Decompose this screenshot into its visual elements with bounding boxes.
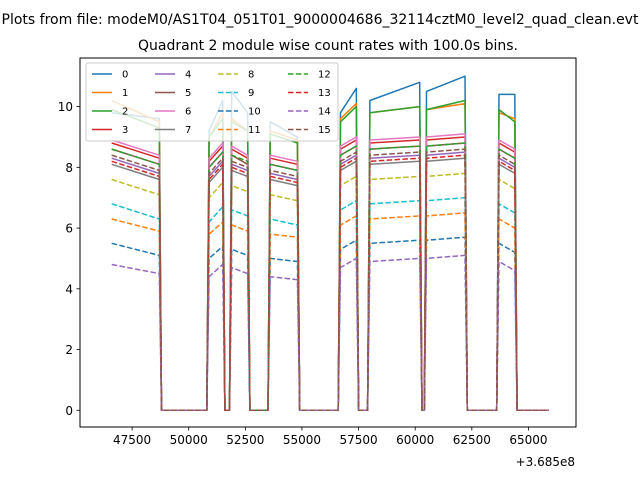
- x-tick-label: 65000: [509, 433, 547, 447]
- x-tick-label: 52500: [226, 433, 264, 447]
- x-tick-label: 47500: [113, 433, 151, 447]
- y-tick-label: 4: [65, 282, 73, 296]
- legend-label-3: 3: [122, 125, 128, 136]
- series-line-2: [111, 99, 549, 412]
- chart-title: Quadrant 2 module wise count rates with …: [138, 38, 518, 54]
- figure-suptitle: Plots from file: modeM0/AS1T04_051T01_90…: [2, 12, 639, 28]
- legend-label-8: 8: [248, 70, 254, 81]
- legend-label-4: 4: [185, 70, 191, 81]
- legend-label-5: 5: [185, 88, 191, 99]
- x-tick-label: 50000: [170, 433, 208, 447]
- series-line-8: [111, 172, 549, 412]
- legend-label-15: 15: [318, 125, 331, 136]
- y-axis-ticks: 0 2 4 6 8 10: [58, 100, 80, 418]
- legend-label-9: 9: [248, 88, 254, 99]
- y-tick-label: 6: [65, 222, 73, 236]
- series-line-11: [111, 212, 549, 412]
- y-tick-label: 8: [65, 161, 73, 175]
- series-line-6: [111, 133, 549, 412]
- x-tick-label: 62500: [453, 433, 491, 447]
- series-line-10: [111, 236, 549, 412]
- y-tick-label: 0: [65, 404, 73, 418]
- series-line-15: [111, 148, 549, 412]
- legend-label-10: 10: [248, 107, 261, 118]
- series-line-12: [111, 142, 549, 412]
- x-tick-label: 60000: [396, 433, 434, 447]
- series-line-3: [111, 136, 549, 412]
- legend-box: [85, 62, 339, 142]
- series-line-5: [111, 142, 549, 412]
- legend-label-0: 0: [122, 70, 128, 81]
- legend-label-7: 7: [185, 125, 191, 136]
- legend-label-14: 14: [318, 107, 331, 118]
- x-axis-offset-label: +3.685e8: [516, 455, 575, 469]
- legend-label-11: 11: [248, 125, 261, 136]
- legend-label-13: 13: [318, 88, 331, 99]
- series-line-7: [111, 157, 549, 412]
- legend-label-2: 2: [122, 107, 128, 118]
- plot-frame: [79, 57, 577, 428]
- series-layer: [111, 75, 549, 412]
- series-line-9: [111, 196, 549, 412]
- series-line-1: [111, 99, 549, 412]
- legend-label-6: 6: [185, 107, 191, 118]
- y-tick-label: 10: [58, 100, 73, 114]
- legend-label-12: 12: [318, 70, 331, 81]
- x-tick-label: 57500: [339, 433, 377, 447]
- series-line-14: [111, 254, 549, 412]
- x-axis-ticks: 47500 50000 52500 55000 57500 60000 62500 65000: [113, 427, 548, 447]
- series-line-4: [111, 151, 549, 412]
- y-tick-label: 2: [65, 343, 73, 357]
- x-tick-label: 55000: [283, 433, 321, 447]
- series-line-13: [111, 154, 549, 412]
- legend-label-1: 1: [122, 88, 128, 99]
